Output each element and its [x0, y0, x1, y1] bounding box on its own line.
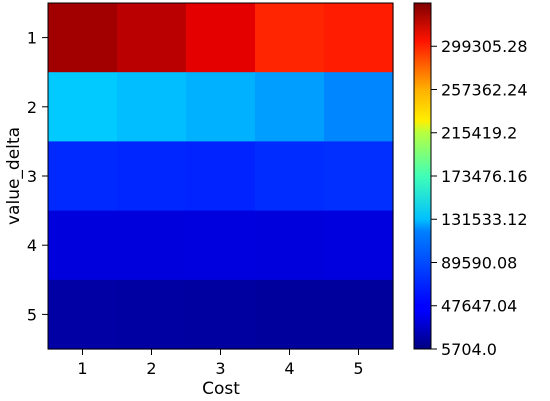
heatmap-cells — [48, 3, 394, 350]
x-tick-label: 4 — [284, 359, 294, 378]
x-tick-label: 1 — [77, 359, 87, 378]
heatmap-cell — [117, 210, 187, 281]
y-tick-label: 4 — [27, 236, 37, 255]
heatmap-cell — [48, 141, 118, 212]
heatmap-cell — [48, 3, 118, 73]
heatmap-cell — [324, 210, 394, 281]
colorbar-tick-label: 89590.08 — [441, 253, 517, 272]
heatmap-cell — [255, 210, 325, 281]
y-tick-label: 3 — [27, 167, 37, 186]
y-axis-ticks: 1 2 3 4 5 — [27, 29, 48, 324]
x-axis-ticks: 1 2 3 4 5 — [77, 349, 364, 378]
heatmap-cell — [255, 279, 325, 350]
heatmap-cell — [324, 3, 394, 73]
heatmap-cell — [255, 141, 325, 212]
heatmap-cell — [117, 279, 187, 350]
y-tick-label: 1 — [27, 29, 37, 48]
heatmap-cell — [117, 141, 187, 212]
colorbar-tick-label: 173476.16 — [441, 167, 528, 186]
heatmap-cell — [48, 72, 118, 142]
heatmap-cell — [186, 72, 256, 142]
colorbar-tick-label: 131533.12 — [441, 210, 528, 229]
heatmap-cell — [117, 72, 187, 142]
x-tick-label: 3 — [215, 359, 225, 378]
heatmap-cell — [117, 3, 187, 73]
colorbar-tick-label: 5704.0 — [441, 340, 497, 359]
y-axis-label: value_delta — [4, 127, 24, 225]
heatmap-cell — [48, 210, 118, 281]
heatmap-cell — [324, 72, 394, 142]
colorbar-tick-label: 299305.28 — [441, 37, 528, 56]
y-tick-label: 5 — [27, 305, 37, 324]
x-tick-label: 5 — [353, 359, 363, 378]
heatmap-cell — [48, 279, 118, 350]
colorbar-ticks: 5704.0 47647.04 89590.08 131533.12 173476.16… — [431, 37, 528, 359]
colorbar-tick-label: 47647.04 — [441, 297, 517, 316]
x-axis-label: Cost — [202, 379, 240, 399]
heatmap-cell — [186, 141, 256, 212]
y-tick-label: 2 — [27, 98, 37, 117]
colorbar — [413, 2, 432, 350]
colorbar-tick-label: 257362.24 — [441, 80, 528, 99]
x-tick-label: 2 — [146, 359, 156, 378]
heatmap-cell — [324, 141, 394, 212]
colorbar-tick-label: 215419.2 — [441, 124, 517, 143]
heatmap-cell — [186, 210, 256, 281]
heatmap-cell — [186, 3, 256, 73]
heatmap-cell — [255, 72, 325, 142]
heatmap-cell — [186, 279, 256, 350]
heatmap-cell — [324, 279, 394, 350]
heatmap-cell — [255, 3, 325, 73]
